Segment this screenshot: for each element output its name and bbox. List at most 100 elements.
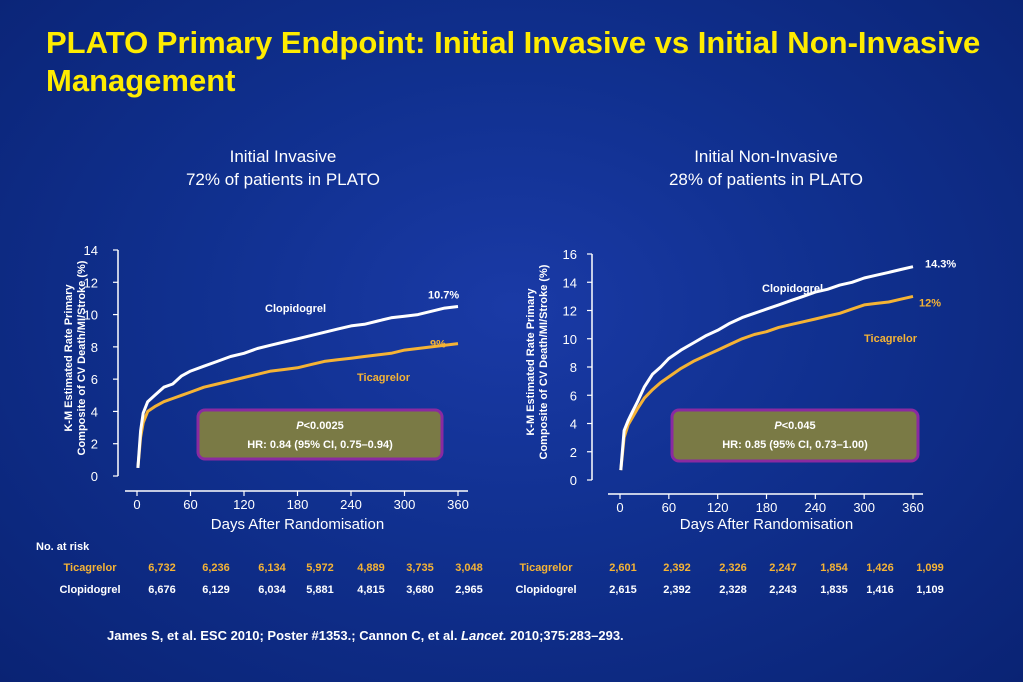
right-panel-heading-line1: Initial Non-Invasive xyxy=(694,147,838,166)
left-clopidogrel-series-label: Clopidogrel xyxy=(265,303,326,315)
left-at-risk-ticagrelor-value: 3,048 xyxy=(455,562,483,574)
left-at-risk-clopidogrel-value: 2,965 xyxy=(455,584,483,596)
right-x-tick-label: 360 xyxy=(902,500,924,515)
left-chart: 0 2 4 6 8 10 12 14 0 60 120 180 240 300 360 Days After … xyxy=(36,243,483,596)
right-ticagrelor-end-label: 12% xyxy=(919,297,941,309)
left-clopidogrel-line xyxy=(136,305,459,469)
left-panel-heading-line2: 72% of patients in PLATO xyxy=(185,170,381,189)
left-p-number: <0.0025 xyxy=(304,420,344,432)
slide-title: PLATO Primary Endpoint: Initial Invasive… xyxy=(46,25,981,98)
right-at-risk-clopidogrel-value: 2,243 xyxy=(769,584,797,596)
right-y-axis-title-line1: K-M Estimated Rate Primary xyxy=(525,287,537,435)
left-ticagrelor-line xyxy=(136,342,459,469)
left-at-risk-ticagrelor-value: 6,134 xyxy=(258,562,286,574)
left-x-tick-label: 180 xyxy=(287,497,309,512)
left-at-risk-clopidogrel-value: 3,680 xyxy=(406,584,434,596)
right-at-risk-ticagrelor-value: 1,099 xyxy=(916,562,944,574)
right-x-tick-label: 120 xyxy=(707,500,729,515)
right-at-risk-clopidogrel-value: 2,615 xyxy=(609,584,637,596)
right-y-tick-label: 0 xyxy=(570,473,577,488)
reference-part1: James S, et al. ESC 2010; Poster #1353.;… xyxy=(107,628,462,643)
left-panel-heading: Initial Invasive 72% of patients in PLAT… xyxy=(160,145,406,191)
left-at-risk-ticagrelor-value: 4,889 xyxy=(357,562,385,574)
right-ticagrelor-line xyxy=(619,294,914,471)
right-y-tick-label: 12 xyxy=(563,304,577,319)
right-y-tick-label: 14 xyxy=(563,275,577,290)
left-at-risk-clopidogrel-value: 4,815 xyxy=(357,584,385,596)
left-y-tick-label: 0 xyxy=(91,469,98,484)
left-at-risk-clopidogrel-value: 6,676 xyxy=(148,584,176,596)
right-at-risk-clopidogrel-value: 1,416 xyxy=(866,584,894,596)
left-y-tick-label: 10 xyxy=(84,308,98,323)
right-y-tick-label: 2 xyxy=(570,445,577,460)
left-ticagrelor-series-label: Ticagrelor xyxy=(357,372,411,384)
right-ticagrelor-series-label: Ticagrelor xyxy=(864,333,918,345)
left-at-risk-header: No. at risk xyxy=(36,541,90,553)
right-x-axis-title: Days After Randomisation xyxy=(680,516,853,533)
left-y-tick-label: 6 xyxy=(91,372,98,387)
left-y-tick-label: 8 xyxy=(91,340,98,355)
left-x-tick-label: 300 xyxy=(394,497,416,512)
right-chart: 0 2 4 6 8 10 12 14 16 0 60 120 180 240 300 360 Days Afte… xyxy=(515,247,956,596)
right-hazard-ratio: HR: 0.85 (95% CI, 0.73–1.00) xyxy=(722,439,868,451)
reference-part2: 2010;375:283–293. xyxy=(506,628,624,643)
right-stats-box xyxy=(670,408,920,463)
right-p-number: <0.045 xyxy=(782,420,816,432)
right-at-risk-clopidogrel-value: 1,835 xyxy=(820,584,848,596)
left-y-tick-label: 4 xyxy=(91,404,98,419)
left-panel-heading-line1: Initial Invasive xyxy=(229,147,337,166)
right-p-value: P<0.045 xyxy=(774,420,815,432)
left-y-tick-label: 2 xyxy=(91,437,98,452)
right-at-risk-ticagrelor-value: 2,247 xyxy=(769,562,797,574)
left-at-risk-clopidogrel-value: 6,129 xyxy=(202,584,230,596)
left-y-tick-label: 12 xyxy=(84,275,98,290)
right-y-tick-label: 10 xyxy=(563,332,577,347)
right-x-tick-label: 240 xyxy=(804,500,826,515)
right-y-tick-label: 8 xyxy=(570,360,577,375)
right-x-tick-label: 60 xyxy=(662,500,676,515)
left-at-risk-ticagrelor-value: 6,236 xyxy=(202,562,230,574)
left-at-risk-clopidogrel-value: 5,881 xyxy=(306,584,334,596)
right-y-axis-title: K-M Estimated Rate PrimaryComposite of C… xyxy=(525,264,550,459)
left-at-risk-clopidogrel-value: 6,034 xyxy=(258,584,286,596)
right-at-risk-clopidogrel-value: 1,109 xyxy=(916,584,944,596)
right-y-axis-title-line2: Composite of CV Death/MI/Stroke (%) xyxy=(538,264,550,459)
reference-citation: James S, et al. ESC 2010; Poster #1353.;… xyxy=(107,628,624,643)
right-at-risk-clopidogrel-value: 2,328 xyxy=(719,584,747,596)
right-panel-heading: Initial Non-Invasive 28% of patients in … xyxy=(636,145,896,191)
right-at-risk-clopidogrel-value: 2,392 xyxy=(663,584,691,596)
right-at-risk-ticagrelor-value: 1,854 xyxy=(820,562,848,574)
left-y-tick-label: 14 xyxy=(84,243,98,258)
right-at-risk-ticagrelor-value: 2,601 xyxy=(609,562,637,574)
right-y-tick-label: 16 xyxy=(563,247,577,262)
left-p-value: P<0.0025 xyxy=(296,420,343,432)
left-y-axis-title-line1: K-M Estimated Rate Primary xyxy=(63,283,75,431)
left-at-risk-ticagrelor-name: Ticagrelor xyxy=(64,562,118,574)
left-hazard-ratio: HR: 0.84 (95% CI, 0.75–0.94) xyxy=(247,439,393,451)
right-x-tick-label: 180 xyxy=(756,500,778,515)
right-at-risk-clopidogrel-name: Clopidogrel xyxy=(515,584,576,596)
reference-journal: Lancet. xyxy=(461,628,507,643)
left-at-risk-clopidogrel-name: Clopidogrel xyxy=(59,584,120,596)
left-ticagrelor-end-label: 9% xyxy=(430,339,446,351)
left-x-tick-label: 360 xyxy=(447,497,469,512)
left-y-axis-title: K-M Estimated Rate PrimaryComposite of C… xyxy=(63,260,88,455)
right-panel-heading-line2: 28% of patients in PLATO xyxy=(668,170,864,189)
right-x-tick-label: 0 xyxy=(616,500,623,515)
left-stats-box xyxy=(196,408,444,461)
right-at-risk-ticagrelor-value: 2,326 xyxy=(719,562,747,574)
left-x-axis-title: Days After Randomisation xyxy=(211,516,384,533)
left-p-label: P xyxy=(296,420,304,432)
left-at-risk-ticagrelor-value: 6,732 xyxy=(148,562,176,574)
left-at-risk-ticagrelor-value: 5,972 xyxy=(306,562,334,574)
left-at-risk-ticagrelor-value: 3,735 xyxy=(406,562,434,574)
left-x-tick-label: 0 xyxy=(133,497,140,512)
right-p-label: P xyxy=(774,420,782,432)
right-at-risk-ticagrelor-value: 1,426 xyxy=(866,562,894,574)
right-at-risk-ticagrelor-value: 2,392 xyxy=(663,562,691,574)
left-x-tick-label: 60 xyxy=(183,497,197,512)
left-y-axis-title-line2: Composite of CV Death/MI/Stroke (%) xyxy=(76,260,88,455)
right-at-risk-ticagrelor-name: Ticagrelor xyxy=(520,562,574,574)
right-y-tick-label: 6 xyxy=(570,388,577,403)
